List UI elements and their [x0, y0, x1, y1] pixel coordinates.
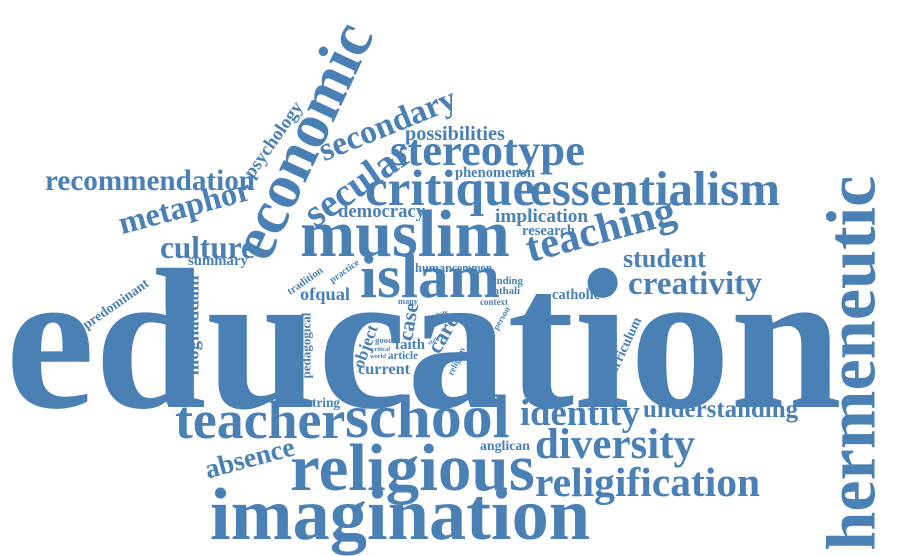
word-islam: islam [360, 243, 500, 311]
word-good: good [375, 335, 393, 345]
word-identity: identity [520, 391, 640, 433]
word-religification: religification [535, 458, 761, 505]
word-way: way [435, 307, 449, 318]
word-summary: summary [188, 253, 248, 269]
word-world: world [370, 352, 386, 360]
word-current: current [358, 360, 411, 378]
word-stereotype: stereotype [390, 124, 585, 175]
word-implication: implication [495, 206, 589, 227]
word-muslim: muslim [300, 198, 510, 271]
word-finding: finding [490, 275, 523, 287]
word-article: article [388, 349, 418, 362]
word-pedagogical: pedagogical [298, 312, 314, 378]
word-education: education [5, 228, 842, 451]
word-anglican: anglican [480, 437, 531, 453]
word-student: student [623, 243, 706, 273]
word-context: context [480, 296, 508, 307]
word-moghaddam: moghaddam [182, 274, 204, 375]
word-hermeneutic: hermeneutic [811, 175, 890, 551]
word-research: research [522, 222, 575, 239]
word-critique: critique [365, 160, 536, 217]
word-essentialism: essentialism [530, 160, 780, 216]
word-school: school [345, 382, 510, 451]
word-creativity: creativity [628, 264, 762, 302]
word-imagination: imagination [210, 474, 591, 556]
word-faith: faith [395, 336, 425, 353]
word-recommendation: recommendation [45, 165, 256, 197]
word-democracy: democracy [338, 201, 426, 222]
word-many: many [398, 296, 418, 306]
word-ofqual: ofqual [300, 283, 350, 304]
word-teacher: teacher [175, 390, 346, 450]
word-understanding: understanding [643, 395, 799, 423]
word-possibilities: possibilities [405, 122, 505, 145]
word-catholic: catholic [552, 287, 601, 303]
word-common: common [452, 261, 492, 274]
word-human: human [415, 261, 453, 275]
word-fathali: fathali [490, 285, 520, 297]
word-culture: culture [160, 230, 255, 265]
word-religious: religious [290, 430, 535, 505]
word-critical: critical [372, 347, 390, 353]
word-centring: centring [293, 395, 341, 410]
word-diversity: diversity [535, 420, 696, 468]
word-phenomenon: phenomenon [455, 165, 536, 181]
